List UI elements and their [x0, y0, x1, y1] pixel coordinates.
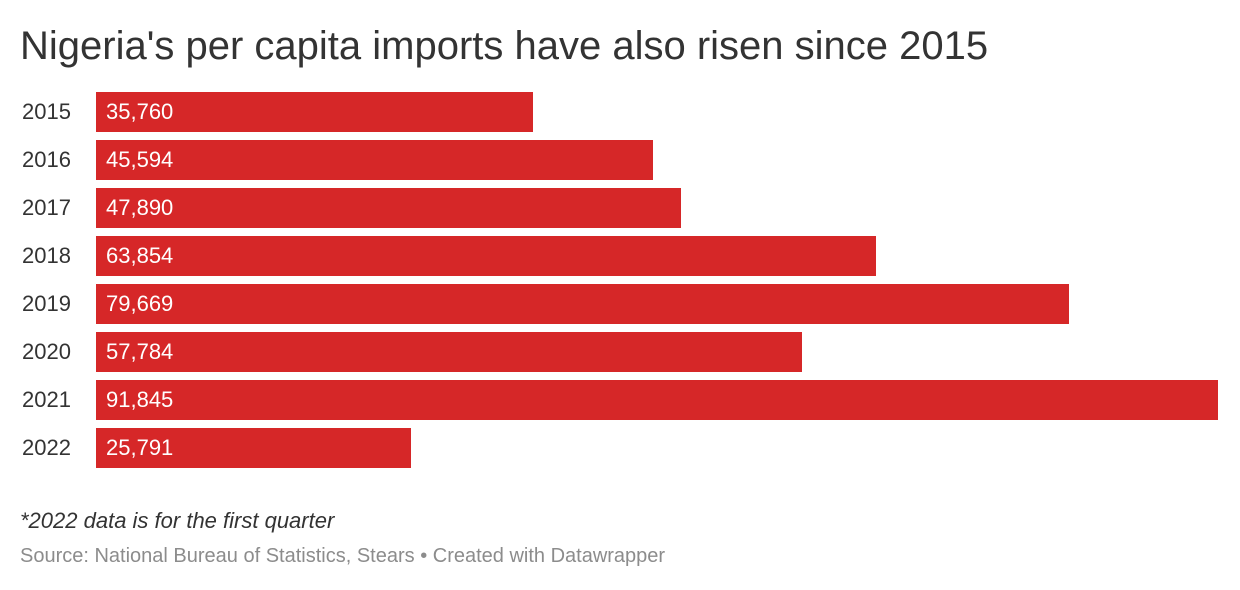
bar-2020 [96, 332, 802, 372]
chart-source: Source: National Bureau of Statistics, S… [20, 545, 666, 567]
chart-title: Nigeria's per capita imports have also r… [20, 24, 989, 68]
bar-value-label: 47,890 [106, 195, 174, 220]
bar-row-2015: 2015 35,760 [0, 92, 1240, 132]
bar-value-label: 57,784 [106, 339, 174, 364]
bar-2017 [96, 188, 681, 228]
bar-value-label: 91,845 [106, 387, 174, 412]
bar-row-2017: 2017 47,890 [0, 188, 1240, 228]
bar-value-label: 35,760 [106, 99, 174, 124]
bar-row-2016: 2016 45,594 [0, 140, 1240, 180]
category-label: 2022 [22, 435, 71, 460]
category-label: 2017 [22, 195, 71, 220]
bar-row-2021: 2021 91,845 [0, 380, 1240, 420]
bar-2019 [96, 284, 1069, 324]
category-label: 2020 [22, 339, 71, 364]
bar-value-label: 45,594 [106, 147, 174, 172]
bar-value-label: 79,669 [106, 291, 174, 316]
bar-row-2018: 2018 63,854 [0, 236, 1240, 276]
bar-value-label: 25,791 [106, 435, 174, 460]
bar-row-2019: 2019 79,669 [0, 284, 1240, 324]
bar-2018 [96, 236, 876, 276]
category-label: 2021 [22, 387, 71, 412]
category-label: 2016 [22, 147, 71, 172]
bar-2021 [96, 380, 1218, 420]
bar-row-2022: 2022 25,791 [0, 428, 1240, 468]
category-label: 2019 [22, 291, 71, 316]
category-label: 2018 [22, 243, 71, 268]
bar-2015 [96, 92, 533, 132]
bar-2022 [96, 428, 411, 468]
bar-row-2020: 2020 57,784 [0, 332, 1240, 372]
bar-2016 [96, 140, 653, 180]
category-label: 2015 [22, 99, 71, 124]
bar-value-label: 63,854 [106, 243, 174, 268]
chart-note: *2022 data is for the first quarter [20, 508, 335, 533]
